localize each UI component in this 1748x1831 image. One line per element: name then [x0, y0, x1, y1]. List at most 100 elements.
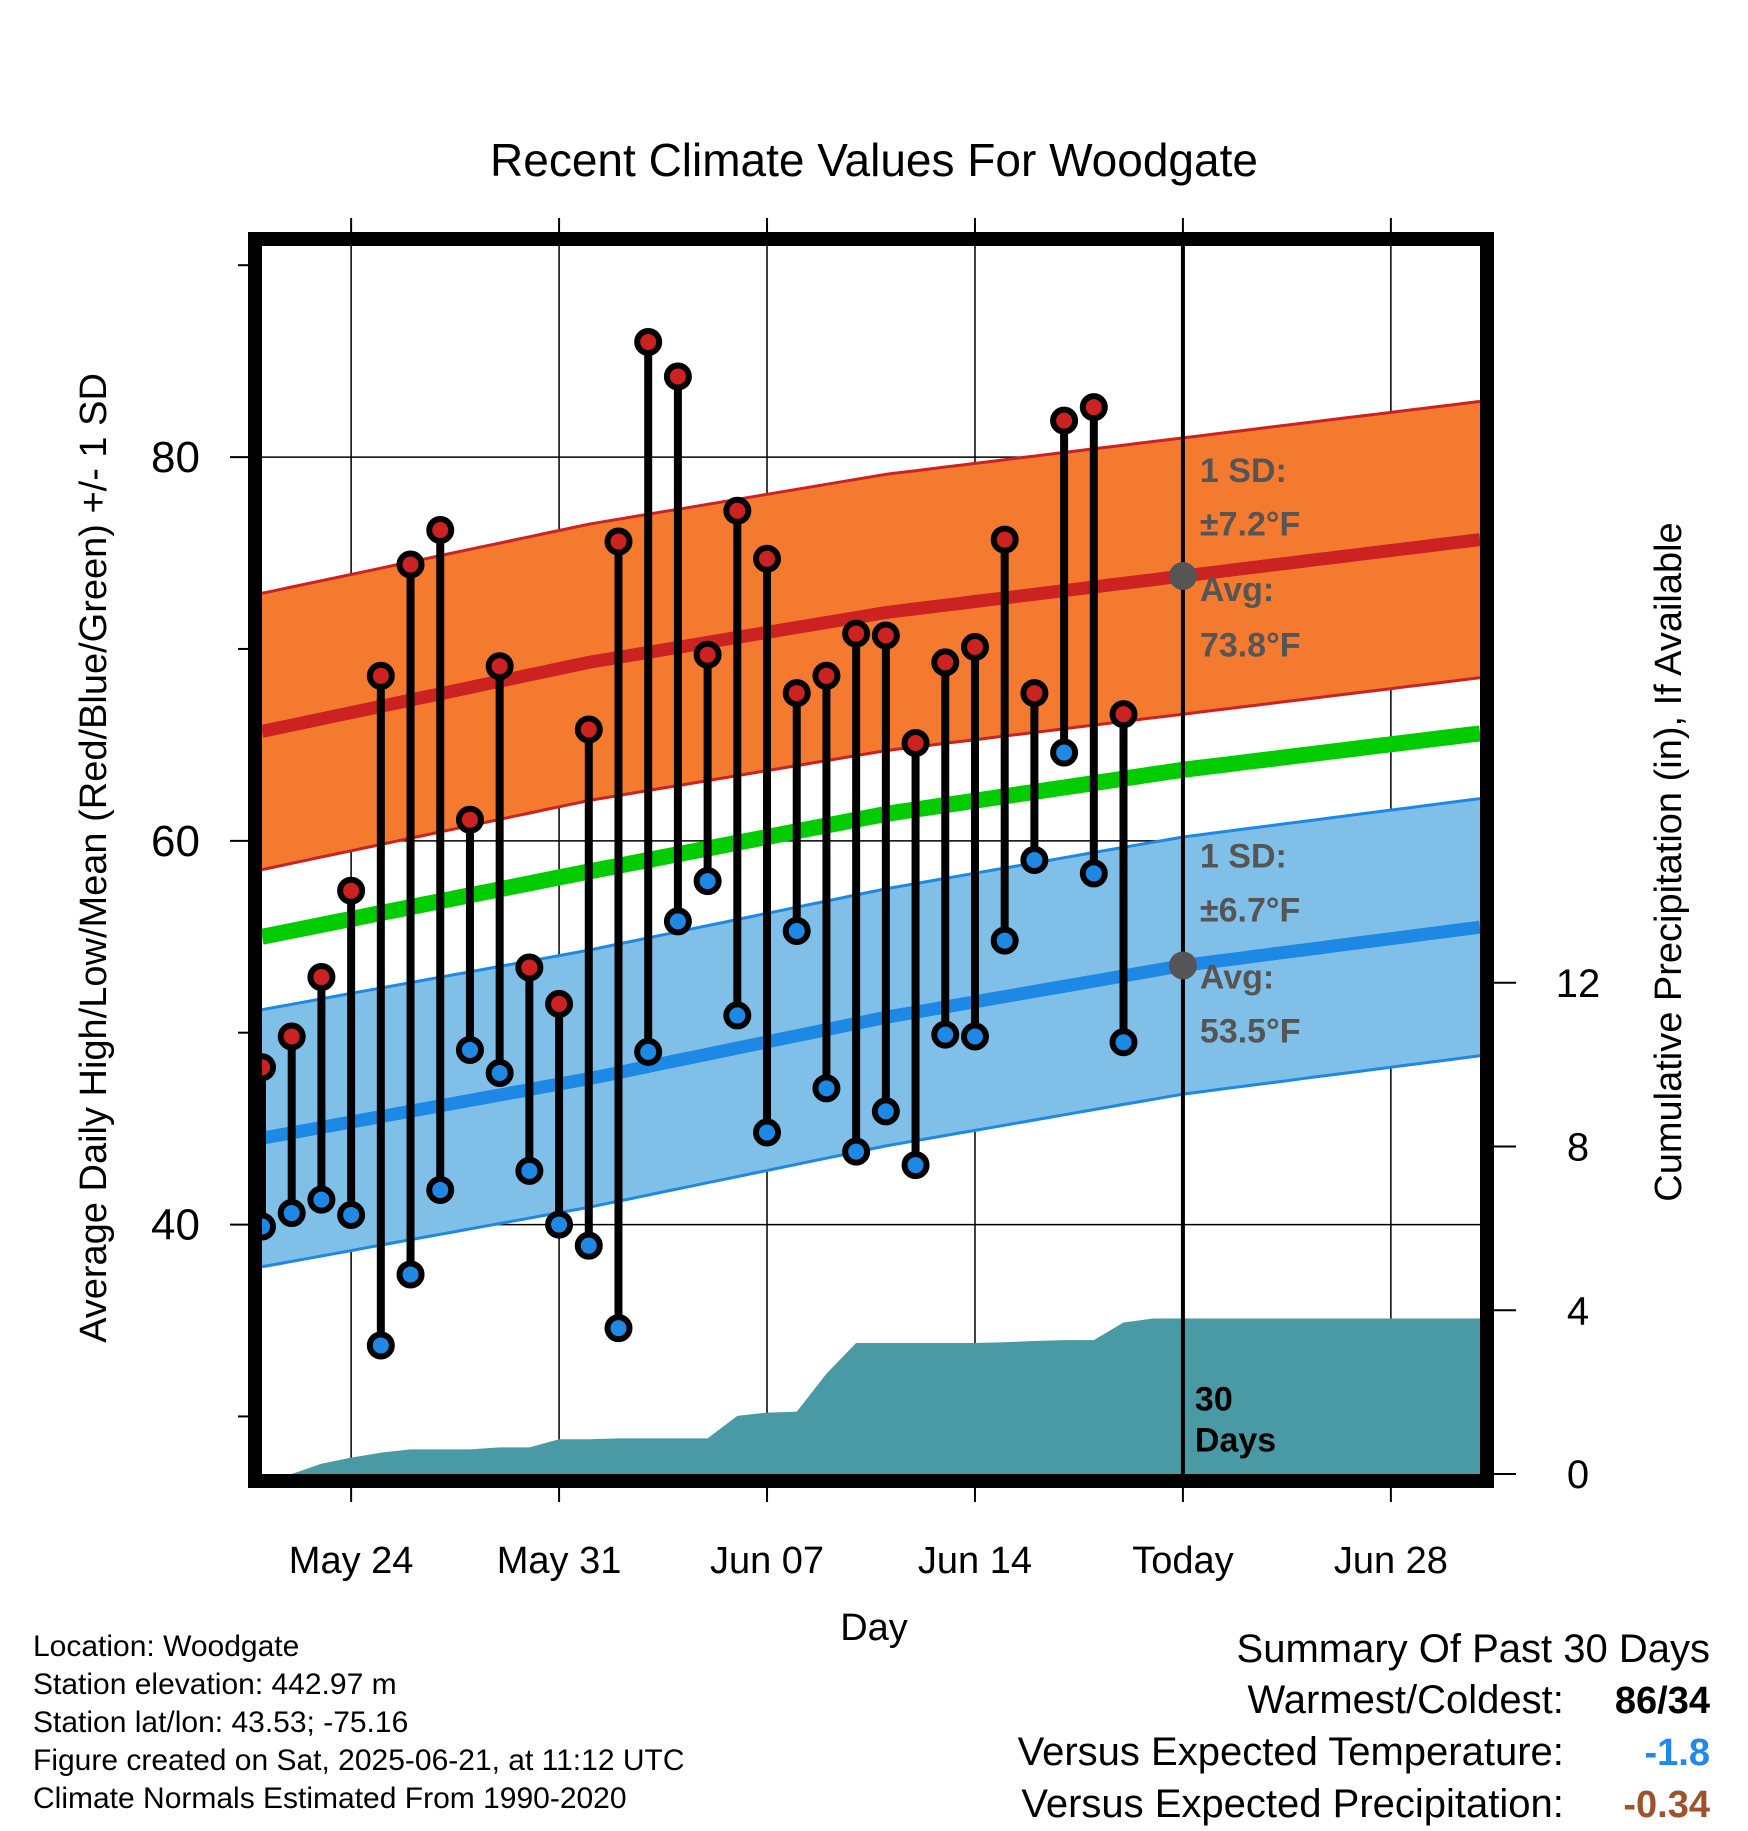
x-tick-label: May 24	[289, 1540, 414, 1582]
y-tick-label-left: 60	[151, 817, 200, 866]
observed-high-point	[307, 963, 336, 992]
observed-high-point	[426, 515, 455, 544]
observed-low-point	[396, 1260, 425, 1289]
high-sd-value: ±7.2°F	[1200, 506, 1300, 544]
observed-low-point	[931, 1020, 960, 1049]
summary-precip-row: Versus Expected Precipitation: -0.34	[1018, 1779, 1710, 1831]
summary-temp-value: -1.8	[1644, 1732, 1710, 1774]
x-axis-label: Day	[840, 1607, 908, 1649]
summary-precip-label: Versus Expected Precipitation:	[1021, 1782, 1564, 1826]
observed-low-point	[366, 1331, 395, 1360]
observed-high-point	[960, 633, 989, 662]
low-sd-value: ±6.7°F	[1200, 891, 1300, 929]
observed-high-point	[663, 362, 692, 391]
observed-low-point	[545, 1210, 574, 1239]
summary-temp-row: Versus Expected Temperature: -1.8	[1018, 1727, 1710, 1779]
observed-high-point	[455, 805, 484, 834]
observed-low-point	[663, 907, 692, 936]
observed-high-point	[1109, 700, 1138, 729]
high-sd-upper-line	[262, 399, 1480, 595]
observed-high-point	[262, 1053, 276, 1082]
observed-high-point	[871, 621, 900, 650]
summary-warm-cold-row: Warmest/Coldest: 86/34	[1018, 1675, 1711, 1727]
y-axis-label-left: Average Daily High/Low/Mean (Red/Blue/Gr…	[73, 373, 115, 1343]
observed-low-point	[1079, 859, 1108, 888]
today-low-normal-marker	[1168, 951, 1197, 980]
observed-low-point	[723, 1001, 752, 1030]
y-tick-label-right: 12	[1556, 962, 1601, 1006]
observed-high-point	[1050, 406, 1079, 435]
high-avg-value: 73.8°F	[1200, 627, 1301, 665]
summary-panel: Summary Of Past 30 Days Warmest/Coldest:…	[1018, 1624, 1710, 1831]
observed-low-point	[277, 1199, 306, 1228]
observed-high-point	[366, 661, 395, 690]
observed-low-point	[337, 1200, 366, 1229]
observed-high-point	[990, 525, 1019, 554]
info-elevation: Station elevation: 442.97 m	[33, 1668, 397, 1701]
low-normal-line	[262, 920, 1480, 1145]
observed-high-point	[604, 527, 633, 556]
observed-high-point	[1142, 0, 1164, 11]
low-sd-upper-line	[262, 797, 1480, 1012]
summary-warm-cold-value: 86/34	[1614, 1680, 1710, 1722]
observed-low-point	[307, 1185, 336, 1214]
observed-low-point	[693, 867, 722, 896]
high-sd-label: 1 SD:	[1200, 452, 1287, 490]
observed-high-point	[753, 544, 782, 573]
observed-low-point	[871, 1097, 900, 1126]
observed-high-point	[574, 715, 603, 744]
x-tick-label: May 31	[497, 1540, 622, 1582]
observed-low-point	[842, 1137, 871, 1166]
observed-high-point	[693, 640, 722, 669]
summary-warm-cold-label: Warmest/Coldest:	[1247, 1678, 1564, 1722]
low-avg-value: 53.5°F	[1200, 1012, 1301, 1050]
observed-low-point	[604, 1314, 633, 1343]
summary-precip-value: -0.34	[1623, 1784, 1710, 1826]
observed-high-point	[337, 876, 366, 905]
low-sd-band	[262, 798, 1480, 1267]
observed-low-point	[426, 1176, 455, 1205]
observed-low-point	[1050, 738, 1079, 767]
observed-high-point	[901, 728, 930, 757]
observed-high-point	[931, 648, 960, 677]
observed-low-point	[960, 1022, 989, 1051]
y-tick-label-right: 0	[1567, 1453, 1589, 1497]
observed-low-point	[812, 1074, 841, 1103]
mean-normal-line	[262, 725, 1480, 945]
observed-low-point	[990, 926, 1019, 955]
low-sd-label: 1 SD:	[1200, 838, 1287, 876]
observed-low-point	[1020, 846, 1049, 874]
observed-high-point	[515, 953, 544, 982]
info-created: Figure created on Sat, 2025-06-21, at 11…	[33, 1744, 685, 1777]
high-avg-label: Avg:	[1200, 571, 1274, 609]
station-info: Location: Woodgate Station elevation: 44…	[33, 1628, 685, 1818]
period-label-number: 30	[1195, 1381, 1233, 1419]
high-normal-line	[262, 533, 1480, 738]
observed-low-point	[262, 1212, 276, 1241]
summary-warmest: 86	[1614, 1680, 1658, 1722]
precip-area	[262, 1318, 1480, 1474]
x-tick-label: Jun 28	[1334, 1540, 1448, 1582]
observed-low-point	[574, 1231, 603, 1260]
observed-low-point	[515, 1156, 544, 1185]
observed-high-point	[842, 619, 871, 648]
y-axis-label-right: Cumulative Precipitation (in), If Availa…	[1648, 522, 1690, 1201]
observed-low-point	[782, 916, 811, 945]
observed-low-point	[1142, 0, 1164, 11]
x-tick-label: Jun 07	[710, 1540, 824, 1582]
observed-low-point	[753, 1118, 782, 1147]
plot-frame	[248, 232, 1494, 1488]
observed-high-point	[812, 661, 841, 690]
low-sd-lower-line	[262, 1054, 1480, 1269]
info-location: Location: Woodgate	[33, 1630, 300, 1663]
summary-coldest: 34	[1667, 1680, 1710, 1722]
summary-temp-label: Versus Expected Temperature:	[1017, 1730, 1564, 1774]
observed-high-point	[485, 652, 514, 681]
observed-high-point	[277, 1022, 306, 1051]
chart-title: Recent Climate Values For Woodgate	[490, 134, 1258, 186]
observed-low-point	[455, 1035, 484, 1064]
info-normals: Climate Normals Estimated From 1990-2020	[33, 1782, 627, 1815]
observed-low-point	[1109, 1028, 1138, 1057]
period-label-days: Days	[1195, 1421, 1276, 1459]
summary-title: Summary Of Past 30 Days	[1236, 1627, 1710, 1671]
